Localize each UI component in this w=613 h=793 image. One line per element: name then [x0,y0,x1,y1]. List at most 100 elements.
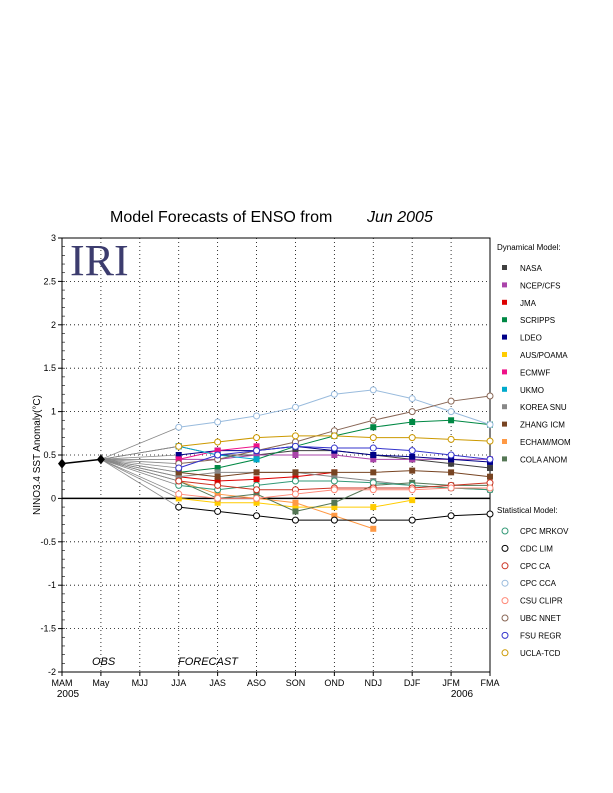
y-tick-label: -1.5 [40,624,56,634]
statistical-series-marker [447,397,455,405]
statistical-series-marker [408,408,416,416]
dynamical-series-marker [292,508,299,515]
forecast-label: FORECAST [178,656,239,668]
legend-label: ECHAM/MOM [520,438,571,447]
statistical-series-marker [253,512,261,520]
observed-marker [58,458,66,469]
year-start-label: 2005 [57,689,80,700]
statistical-series-marker [486,392,494,400]
x-tick-label: ASO [247,678,266,688]
legend-dynamical-header: Dynamical Model: [497,243,561,252]
statistical-series-marker [369,516,377,524]
legend-label: ZHANG ICM [520,421,565,430]
y-tick-label: -1 [48,580,56,590]
fan-line [100,458,179,473]
legend-label: CSU CLIPR [520,597,563,606]
x-tick-label: FMA [481,678,500,688]
fan-line [100,458,179,482]
x-tick-label: OND [324,678,345,688]
legend-marker [502,317,507,323]
dynamical-series-marker [292,473,299,480]
legend-label: UCLA-TCD [520,649,561,658]
legend-marker [502,334,507,340]
dynamical-series-marker [175,452,182,458]
fan-line [100,458,179,508]
chart-title: Model Forecasts of ENSO from [110,209,332,226]
statistical-series-marker [330,516,338,524]
x-tick-label: May [92,678,110,688]
statistical-series-marker [369,486,377,494]
dynamical-series-marker [253,499,260,506]
legend-marker [501,527,509,535]
dynamical-series-marker [175,495,182,502]
legend-marker [502,352,507,357]
legend-marker [502,282,507,288]
legend-label: NASA [520,264,542,273]
dynamical-series-marker [331,473,338,480]
statistical-series-marker [486,510,494,518]
legend-marker [502,265,507,270]
legend-label: KOREA SNU [520,403,567,412]
series [58,386,494,532]
legend-label: NCEP/CFS [520,281,560,290]
dynamical-series-marker [487,465,493,472]
statistical-series-marker [253,412,261,420]
dynamical-series-marker [292,469,299,476]
legend-marker [502,404,507,410]
dynamical-series-marker [370,504,377,511]
y-tick-label: 0 [51,493,56,503]
legend-statistical-header: Statistical Model: [497,506,557,515]
legend-label: UBC NNET [520,614,561,623]
dynamical-series-marker [253,452,260,458]
statistical-series-marker [447,484,455,492]
fan-line [100,445,179,460]
statistical-series-marker [486,455,494,463]
dynamical-series-marker [409,497,416,504]
dynamical-series-marker [448,456,455,463]
legend-label: UKMO [520,386,544,395]
y-tick-label: 3 [51,233,56,243]
dynamical-series-marker [214,469,221,476]
x-tick-label: MAM [52,678,73,688]
legend-label: COLA ANOM [520,455,567,464]
legend-marker [502,421,507,427]
legend-label: SCRIPPS [520,316,555,325]
dynamical-series-marker [331,504,338,511]
statistical-series-marker [214,438,222,446]
legend-marker [501,631,509,639]
legend-marker [502,299,507,305]
observed-line [61,458,101,465]
legend-marker [501,544,509,552]
legend-marker [502,369,507,375]
dynamical-series-marker [409,453,416,460]
statistical-series-marker [214,418,222,426]
statistical-series-marker [447,451,455,459]
statistical-series-marker [408,516,416,524]
x-tick-label: JJA [171,678,186,688]
fan-line [100,458,179,486]
legend-label: CDC LIM [520,544,553,553]
legend-marker [501,597,509,605]
legend: Dynamical Model: NASA NCEP/CFS JMA SCRIPPS LD… [497,243,571,658]
y-tick-label: -0.5 [40,537,56,547]
statistical-series-marker [291,403,299,411]
statistical-series-marker [408,434,416,442]
dynamical-series-marker [175,469,182,476]
y-tick-label: -2 [48,667,56,677]
dynamical-series-marker [214,499,221,506]
x-tick-label: SON [286,678,306,688]
statistical-series-marker [175,490,183,498]
year-end-label: 2006 [451,689,474,700]
dynamical-series-marker [331,469,338,476]
x-tick-label: MJJ [132,678,149,688]
statistical-series-marker [175,464,183,472]
y-tick-label: 0.5 [43,450,56,460]
statistical-series-marker [253,486,261,494]
statistical-series-marker [369,416,377,424]
statistical-series-marker [369,386,377,394]
statistical-series-marker [330,432,338,440]
statistical-series-marker [486,437,494,445]
statistical-series-marker [175,442,183,450]
dynamical-series-marker [331,499,338,506]
statistical-series-marker [369,444,377,452]
